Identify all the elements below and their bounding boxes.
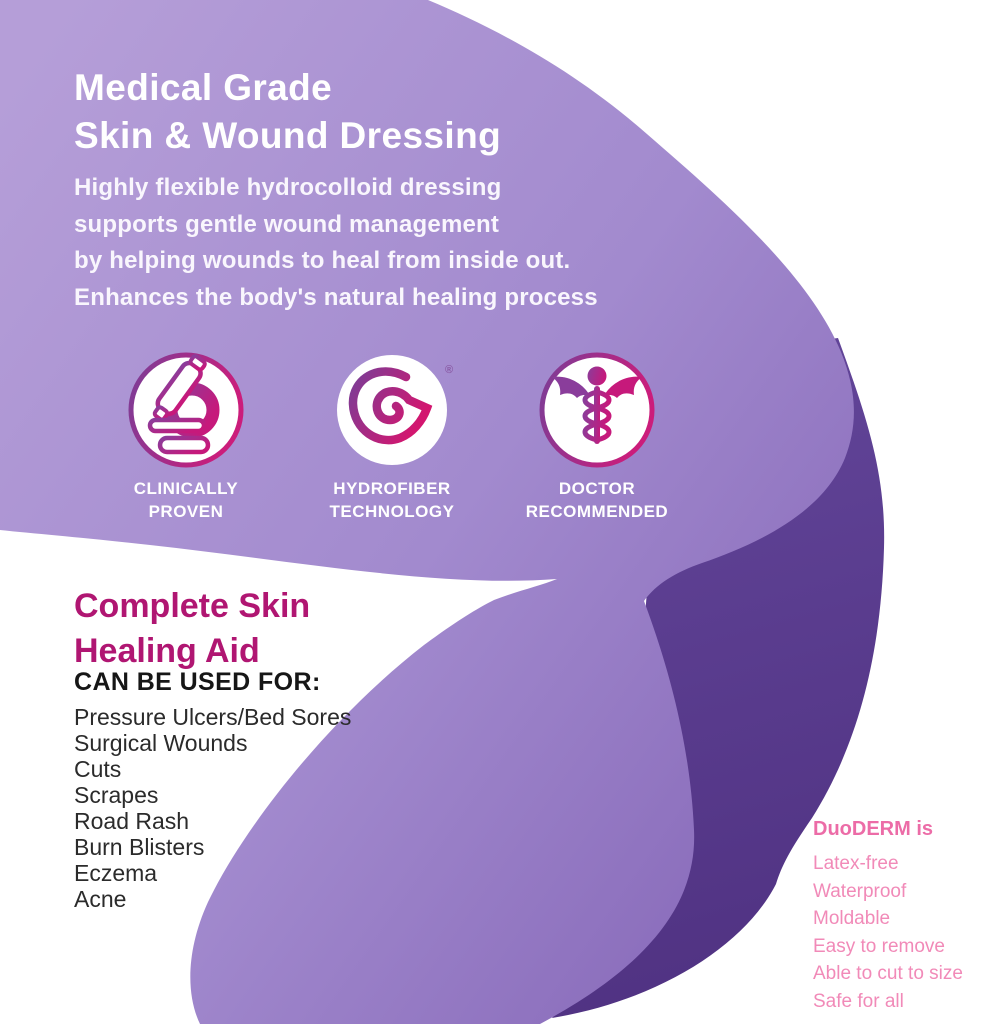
badge-hydrofiber-technology: ® HYDROFIBER TECHNOLOGY — [297, 350, 487, 523]
page-title: Medical Grade Skin & Wound Dressing — [74, 67, 502, 156]
feature-item: Waterproof — [813, 880, 907, 902]
feature-item: Latex-free — [813, 853, 899, 874]
caduceus-icon — [539, 352, 655, 468]
badge-label: CLINICALLY PROVEN — [133, 479, 239, 521]
badge-clinically-proven: CLINICALLY PROVEN — [91, 350, 281, 523]
list-item: Cuts — [74, 756, 122, 782]
light-swoosh-shape — [0, 0, 854, 1024]
hero-description: Highly flexible hydrocolloid dressing su… — [74, 174, 598, 311]
feature-item: Moldable — [813, 908, 891, 930]
badge-label: HYDROFIBER TECHNOLOGY — [329, 479, 455, 521]
feature-item: Safe for all — [813, 990, 904, 1012]
list-item: Pressure Ulcers/Bed Sores — [74, 704, 352, 730]
list-item: Scrapes — [74, 782, 159, 808]
list-item: Eczema — [74, 860, 158, 886]
hydrofiber-swirl-icon — [337, 355, 447, 465]
registered-trademark-mark: ® — [445, 364, 454, 376]
microscope-icon — [128, 352, 244, 468]
feature-item: Easy to remove — [813, 935, 945, 957]
feature-item: Able to cut to size — [813, 963, 963, 985]
healing-aid-title: Complete Skin Healing Aid — [74, 587, 311, 670]
features-heading: DuoDERM is — [813, 818, 933, 840]
badge-doctor-recommended: DOCTOR RECOMMENDED — [502, 350, 692, 523]
list-item: Burn Blisters — [74, 834, 205, 860]
can-be-used-for-heading: CAN BE USED FOR: — [74, 668, 321, 696]
product-features: DuoDERM is Latex-free Waterproof Moldabl… — [813, 818, 1005, 1016]
list-item: Acne — [74, 886, 127, 912]
uses-list: Pressure Ulcers/Bed Sores Surgical Wound… — [74, 704, 351, 912]
badge-label: DOCTOR RECOMMENDED — [525, 479, 669, 521]
list-item: Surgical Wounds — [74, 730, 248, 756]
list-item: Road Rash — [74, 808, 190, 834]
